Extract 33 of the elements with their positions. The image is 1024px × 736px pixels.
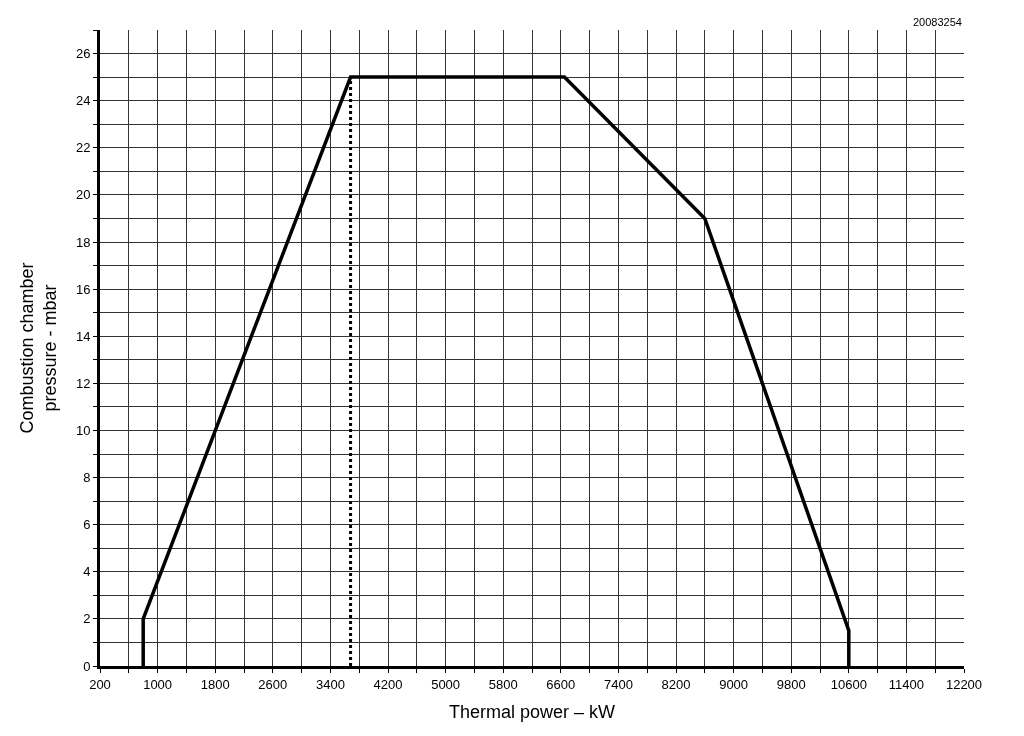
x-tick-label: 7400 [603,676,633,692]
y-tick-label: 16 [75,281,91,297]
y-tick-label: 18 [75,234,91,250]
y-tick-label: 2 [83,611,91,627]
x-tick-label: 3400 [315,676,345,692]
y-tick-label: 20 [75,187,91,203]
x-tick-label: 8200 [661,676,691,692]
y-tick-label: 6 [83,517,91,533]
x-tick-label: 9800 [776,676,806,692]
x-tick-label: 9000 [719,676,749,692]
x-axis-title: Thermal power – kW [448,701,616,722]
text: 20083254 [913,16,962,28]
y-tick-label: 10 [75,422,91,438]
x-tick-label: 1000 [143,676,173,692]
y-tick-label: 8 [83,470,91,486]
x-tick-label: 5800 [488,676,518,692]
y-tick-label: 4 [83,564,91,580]
y-tick-label: 26 [75,46,91,62]
x-tick-label: 1800 [200,676,230,692]
y-axis-title: Combustion chamber pressure - mbar [16,262,61,434]
y-tick-label: 12 [75,375,91,391]
x-tick-label: 2600 [258,676,288,692]
y-tick-label: 0 [83,658,91,674]
x-tick-label: 4200 [373,676,403,692]
x-tick-label: 5000 [431,676,461,692]
x-tick-label: 12200 [945,676,983,692]
x-tick-label: 200 [89,676,111,692]
y-tick-label: 24 [75,93,91,109]
y-tick-label: 14 [75,328,91,344]
x-tick-label: 10600 [830,676,867,692]
x-tick-label: 6600 [546,676,576,692]
y-tick-label: 22 [75,140,91,156]
x-tick-label: 11400 [888,676,924,692]
